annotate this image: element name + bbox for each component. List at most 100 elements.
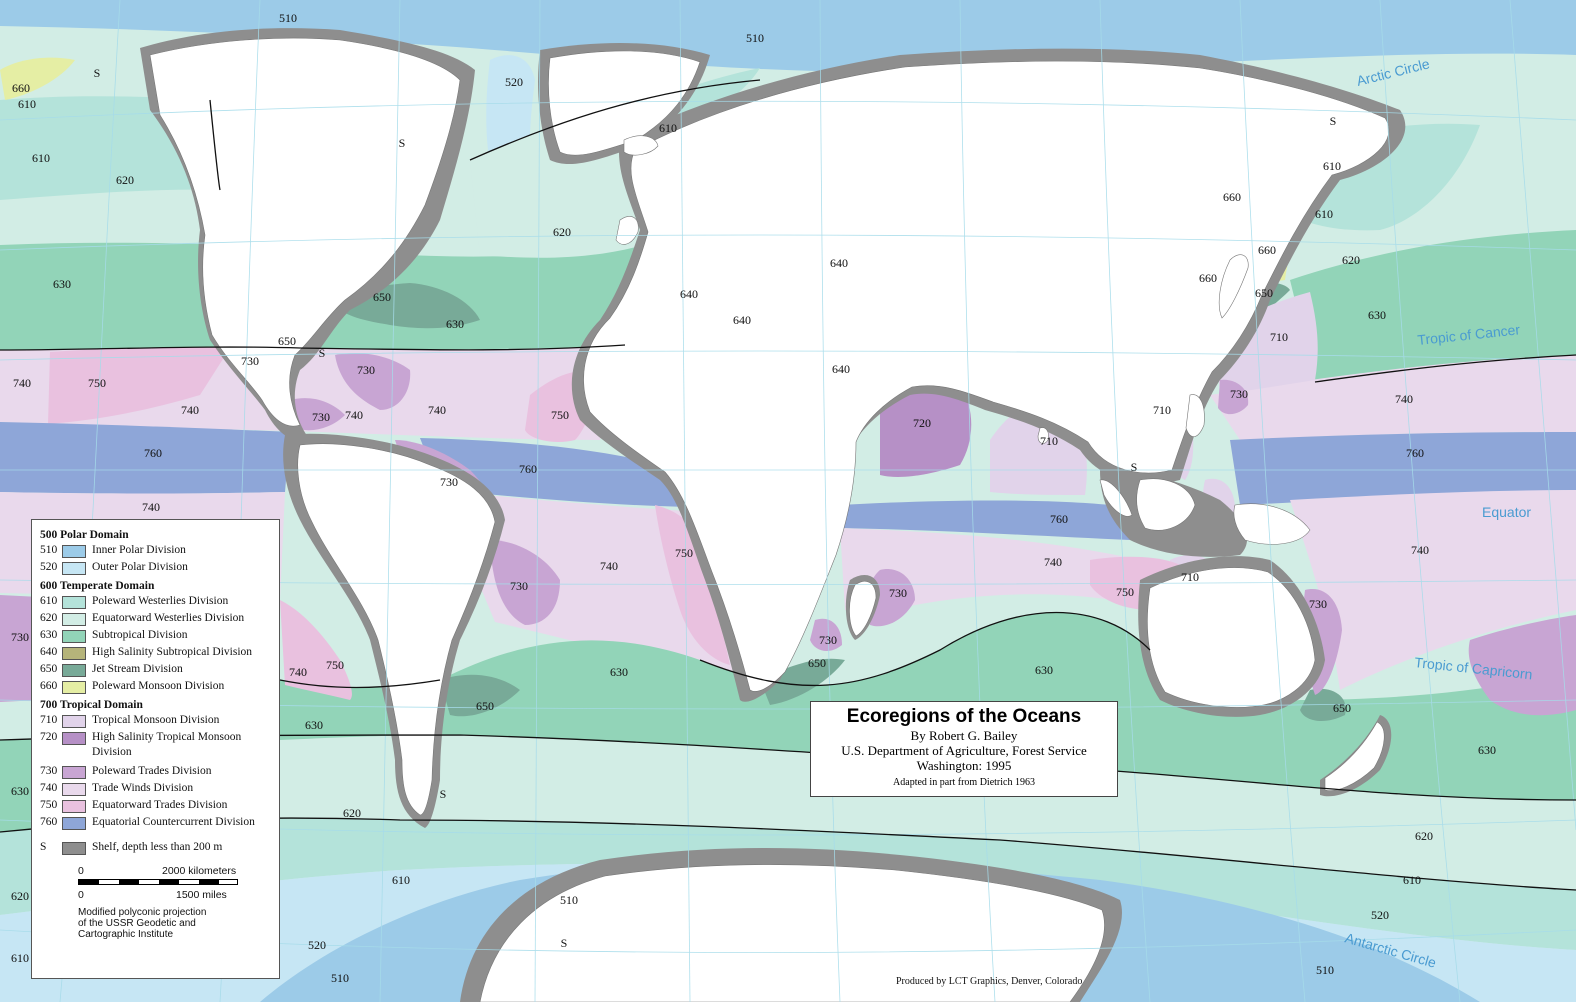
legend-label: Equatorial Countercurrent Division <box>92 816 255 828</box>
legend-item-650: 650 Jet Stream Division <box>40 662 273 679</box>
region-label-640: 640 <box>680 287 698 301</box>
land-south-america <box>297 443 496 816</box>
region-630-south-west <box>0 738 40 832</box>
region-label-760: 760 <box>1050 512 1068 526</box>
region-750-north <box>48 347 230 424</box>
region-label-610: 610 <box>11 951 29 965</box>
land-japan <box>1218 254 1249 319</box>
legend-swatch <box>62 664 86 677</box>
region-760-equatorial-pacific-west <box>1230 432 1576 505</box>
legend-domain-heading: 600 Temperate Domain <box>40 580 155 592</box>
region-label-620: 620 <box>553 225 571 239</box>
land-sri-lanka <box>1037 427 1049 444</box>
legend-item-640: 640 High Salinity Subtropical Division <box>40 645 273 662</box>
region-650-brazil <box>440 674 520 717</box>
region-label-740: 740 <box>428 403 446 417</box>
region-730-south-pacific-east <box>0 595 40 702</box>
region-label-620: 620 <box>11 889 29 903</box>
region-label-650: 650 <box>1255 286 1273 300</box>
legend-code: 610 <box>40 595 58 607</box>
legend-shelf-row: S Shelf, depth less than 200 m <box>40 840 273 857</box>
region-750-pacific-south-east <box>280 600 352 700</box>
legend-swatch <box>62 766 86 779</box>
land-areas <box>149 37 1390 1002</box>
region-label-610: 610 <box>18 97 36 111</box>
region-label-510: 510 <box>331 971 349 985</box>
legend-swatch <box>62 596 86 609</box>
legend-item-610: 610 Poleward Westerlies Division <box>40 594 273 611</box>
legend-item-510: 510 Inner Polar Division <box>40 543 273 560</box>
legend-code: 620 <box>40 612 58 624</box>
legend-label: Equatorward Trades Division <box>92 799 228 811</box>
region-label-730: 730 <box>510 579 528 593</box>
region-label-640: 640 <box>832 362 850 376</box>
region-label-650: 650 <box>373 290 391 304</box>
region-label-730: 730 <box>1309 597 1327 611</box>
legend-item-710: 710 Tropical Monsoon Division <box>40 713 273 730</box>
region-label-760: 760 <box>1406 446 1424 460</box>
legend-item-740: 740 Trade Winds Division <box>40 781 273 798</box>
legend-item-620: 620 Equatorward Westerlies Division <box>40 611 273 628</box>
region-label-730: 730 <box>241 354 259 368</box>
region-label-750: 750 <box>1116 585 1134 599</box>
region-label-760: 760 <box>144 446 162 460</box>
legend-label: Poleward Monsoon Division <box>92 680 225 692</box>
legend-domain-heading: 500 Polar Domain <box>40 529 129 541</box>
equator-label: Equator <box>1482 504 1531 520</box>
region-label-610: 610 <box>659 121 677 135</box>
legend-swatch <box>62 562 86 575</box>
region-label-730: 730 <box>11 630 29 644</box>
region-label-730: 730 <box>357 363 375 377</box>
land-antarctica <box>479 864 1105 1002</box>
region-label-620: 620 <box>1342 253 1360 267</box>
legend-label: High Salinity Subtropical Division <box>92 646 253 658</box>
legend-item-520: 520 Outer Polar Division <box>40 560 273 577</box>
legend-code: 750 <box>40 799 58 811</box>
region-label-710: 710 <box>1181 570 1199 584</box>
shelf-label: S <box>94 66 101 80</box>
projection-line-1: Modified polyconic projection <box>78 907 207 918</box>
region-label-610: 610 <box>1323 159 1341 173</box>
projection-line-3: Cartographic Institute <box>78 929 174 940</box>
legend-swatch <box>62 800 86 813</box>
legend-code: 660 <box>40 680 58 692</box>
region-650-agulhas <box>760 658 845 705</box>
region-label-630: 630 <box>53 277 71 291</box>
region-label-740: 740 <box>289 665 307 679</box>
region-label-750: 750 <box>551 408 569 422</box>
scale-km-label: 2000 kilometers <box>162 865 237 877</box>
region-label-510: 510 <box>1316 963 1334 977</box>
legend-swatch <box>62 715 86 728</box>
legend: 500 Polar Domain 510 Inner Polar Division 5… <box>31 519 280 979</box>
region-label-750: 750 <box>326 658 344 672</box>
region-label-640: 640 <box>830 256 848 270</box>
region-label-740: 740 <box>600 559 618 573</box>
legend-code: 730 <box>40 765 58 777</box>
legend-code: 640 <box>40 646 58 658</box>
legend-shelf-code: S <box>40 841 47 853</box>
legend-item-630: 630 Subtropical Division <box>40 628 273 645</box>
region-label-730: 730 <box>889 586 907 600</box>
region-label-610: 610 <box>392 873 410 887</box>
scale-zero-top: 0 <box>78 865 84 877</box>
region-750-atlantic-south <box>655 505 730 665</box>
legend-item-660: 660 Poleward Monsoon Division <box>40 679 273 696</box>
region-label-740: 740 <box>142 500 160 514</box>
region-label-640: 640 <box>733 313 751 327</box>
legend-label: Subtropical Division <box>92 629 188 641</box>
legend-shelf-swatch <box>62 842 86 855</box>
region-label-630: 630 <box>446 317 464 331</box>
land-eurasia-africa <box>583 60 1390 692</box>
land-iceland <box>623 135 659 156</box>
land-new-zealand <box>1324 721 1385 791</box>
region-label-610: 610 <box>32 151 50 165</box>
land-sumatra <box>1099 479 1133 517</box>
region-740-south-indian <box>840 528 1148 610</box>
land-madagascar <box>849 581 877 637</box>
region-label-630: 630 <box>305 718 323 732</box>
map-title: Ecoregions of the Oceans <box>846 706 1082 727</box>
legend-swatch <box>62 817 86 830</box>
region-630-north-pacific-east <box>1290 230 1576 382</box>
region-730-south-pacific-west <box>1468 615 1576 716</box>
region-660-bering <box>0 57 75 100</box>
